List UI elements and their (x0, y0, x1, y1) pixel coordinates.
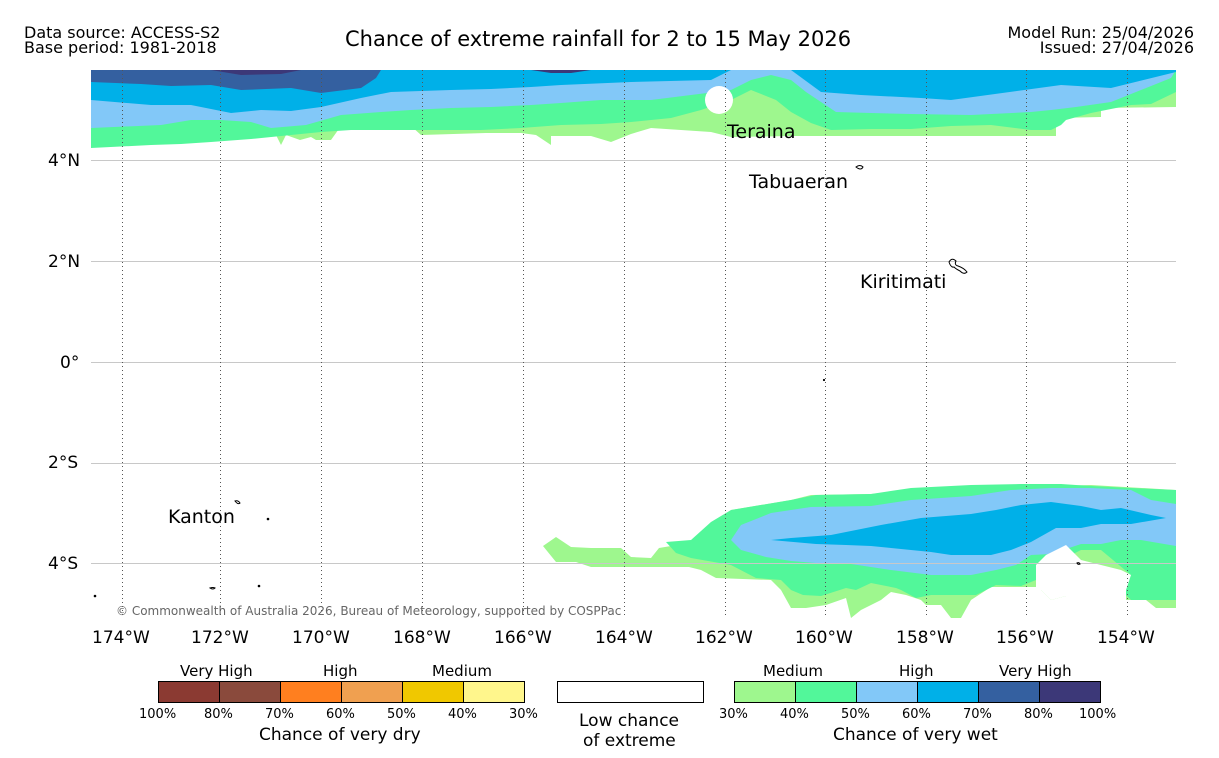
lat-label-4n: 4°N (48, 151, 81, 171)
wet-tick-label: 50% (841, 707, 870, 722)
lat-label-0: 0° (60, 353, 80, 373)
lon-label: 170°W (292, 628, 350, 648)
kiritimati-island (948, 258, 968, 274)
copyright-credit: © Commonwealth of Australia 2026, Bureau… (116, 604, 622, 618)
low-chance-label-line2: of extreme (583, 731, 676, 751)
dry-tick-label: 60% (326, 707, 355, 722)
wet-swatch (917, 681, 979, 703)
wet-tick-label: 30% (719, 707, 748, 722)
wet-tick-label: 100% (1079, 707, 1117, 722)
lon-label: 160°W (795, 628, 853, 648)
south-60-zone (771, 502, 1166, 555)
dry-tick-label: 80% (204, 707, 233, 722)
lon-label: 174°W (92, 628, 150, 648)
page-title: Chance of extreme rainfall for 2 to 15 M… (345, 27, 852, 51)
place-label-teraina: Teraina (727, 121, 796, 143)
longitude-gridlines (122, 70, 1128, 618)
north-wet-region (91, 70, 1176, 148)
latitude-gridlines (91, 160, 1176, 564)
lon-label: 162°W (695, 628, 753, 648)
wet-legend-title: Chance of very wet (833, 725, 998, 745)
dry-tick-label: 40% (448, 707, 477, 722)
place-label-kiritimati: Kiritimati (860, 271, 947, 293)
lon-label: 166°W (494, 628, 552, 648)
dry-swatch (463, 681, 525, 703)
small-island (93, 594, 97, 598)
north-80-zone (91, 70, 591, 75)
base-period-label: Base period: 1981-2018 (24, 38, 217, 57)
wet-category-label: Medium (763, 662, 823, 680)
issued-label: Issued: 27/04/2026 (1039, 38, 1194, 57)
dry-tick-label: 70% (265, 707, 294, 722)
wet-swatch (1039, 681, 1101, 703)
wet-tick-label: 60% (902, 707, 931, 722)
dry-tick-label: 50% (387, 707, 416, 722)
data-source-label: Data source: ACCESS-S2 (24, 23, 221, 42)
dry-swatch (402, 681, 464, 703)
dry-swatch (219, 681, 281, 703)
dry-category-label: Very High (180, 662, 253, 680)
lon-label: 158°W (896, 628, 954, 648)
low-chance-label-line1: Low chance (579, 711, 679, 731)
place-label-kanton: Kanton (168, 506, 235, 528)
tabuaeran-island (855, 165, 864, 170)
small-island (208, 587, 216, 590)
wet-category-label: High (899, 662, 934, 680)
dry-tick-label: 100% (139, 707, 177, 722)
small-island (266, 517, 270, 521)
north-70-zone (91, 70, 381, 93)
lat-label-2n: 2°N (48, 252, 81, 272)
lon-label: 172°W (191, 628, 249, 648)
rainfall-map (91, 70, 1176, 618)
south-wet-region (543, 484, 1176, 618)
wet-swatch (978, 681, 1040, 703)
lon-label: 154°W (1097, 628, 1155, 648)
lat-label-2s: 2°S (48, 453, 79, 473)
small-island (822, 378, 826, 382)
dry-swatch (341, 681, 403, 703)
wet-tick-label: 80% (1024, 707, 1053, 722)
wet-category-label: Very High (999, 662, 1072, 680)
south-low-chance-notch (1036, 545, 1131, 600)
dry-swatch (280, 681, 342, 703)
dry-tick-label: 30% (509, 707, 538, 722)
dry-category-label: High (323, 662, 358, 680)
dry-legend-title: Chance of very dry (259, 725, 421, 745)
wet-swatch (856, 681, 918, 703)
small-island (1076, 562, 1081, 565)
low-chance-swatch (557, 681, 704, 703)
wet-tick-label: 40% (780, 707, 809, 722)
wet-swatch (795, 681, 857, 703)
lat-label-4s: 4°S (48, 554, 79, 574)
kanton-island (234, 500, 241, 505)
wet-tick-label: 70% (963, 707, 992, 722)
dry-category-label: Medium (432, 662, 492, 680)
lon-label: 168°W (393, 628, 451, 648)
model-run-label: Model Run: 25/04/2026 (1007, 23, 1195, 42)
wet-swatch (734, 681, 796, 703)
lon-label: 164°W (595, 628, 653, 648)
island-outlines (93, 165, 1081, 598)
place-label-tabuaeran: Tabuaeran (749, 171, 849, 193)
dry-swatch (158, 681, 220, 703)
north-low-chance-hole (705, 86, 733, 114)
small-island (257, 584, 261, 588)
lon-label: 156°W (996, 628, 1054, 648)
